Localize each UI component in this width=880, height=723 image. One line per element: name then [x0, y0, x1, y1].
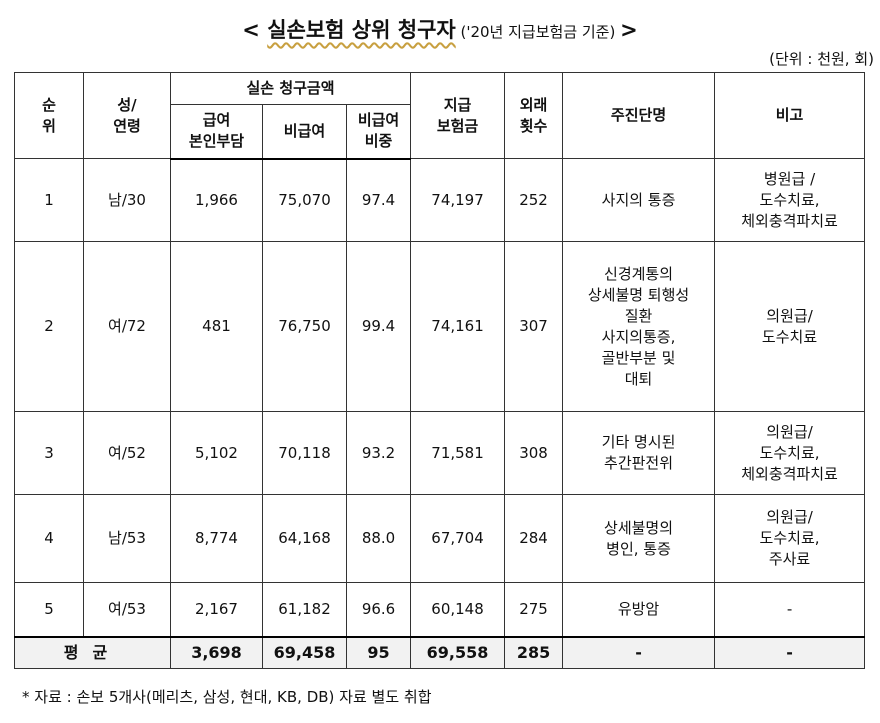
cell-rank: 2 [14, 241, 84, 412]
cell-sex-age: 남/30 [83, 158, 171, 242]
cell-covered-self: 2,167 [170, 582, 263, 638]
avg-noncovered-ratio: 95 [345, 636, 412, 669]
header-paid: 지급 보험금 [410, 72, 506, 159]
cell-remarks: 병원급 / 도수치료, 체외충격파치료 [714, 158, 866, 242]
source-footnote: * 자료 : 손보 5개사(메리츠, 삼성, 현대, KB, DB) 자료 별도… [22, 688, 432, 706]
cell-remarks: 의원급/도수치료 [714, 241, 866, 412]
cell-sex-age: 여/72 [83, 241, 171, 412]
cell-noncovered-ratio: 88.0 [345, 494, 412, 583]
table-row: 1 남/30 1,966 75,070 97.4 74,197 252 사지의 통증 병원급 /… [14, 158, 866, 242]
avg-covered-self: 3,698 [170, 636, 263, 669]
cell-covered-self: 481 [170, 241, 263, 412]
cell-diagnosis: 사지의 통증 [562, 158, 716, 242]
cell-paid: 74,197 [410, 158, 506, 242]
header-noncovered-ratio: 비급여 비중 [345, 104, 412, 160]
cell-visits: 284 [504, 494, 564, 583]
cell-rank: 3 [14, 411, 84, 495]
cell-covered-self: 8,774 [170, 494, 263, 583]
avg-remarks: - [714, 636, 866, 669]
title-main: 실손보험 상위 청구자 [267, 18, 456, 42]
header-covered-self: 급여 본인부담 [170, 104, 263, 160]
header-diagnosis: 주진단명 [562, 72, 716, 159]
table-title: < 실손보험 상위 청구자 ('20년 지급보험금 기준) > [0, 14, 880, 44]
cell-noncovered: 70,118 [262, 411, 347, 495]
cell-diagnosis: 신경계통의 상세불명 퇴행성 질환 사지의통증, 골반부분 및 대퇴 [562, 241, 716, 412]
title-sub: ('20년 지급보험금 기준) [455, 23, 621, 41]
cell-diagnosis: 상세불명의 병인, 통증 [562, 494, 716, 583]
cell-visits: 308 [504, 411, 564, 495]
cell-diagnosis: 유방암 [562, 582, 716, 638]
header-claim-group: 실손 청구금액 [169, 72, 412, 105]
cell-noncovered-ratio: 97.4 [345, 158, 412, 242]
cell-noncovered: 76,750 [262, 241, 347, 412]
table-row: 5 여/53 2,167 61,182 96.6 60,148 275 유방암 - [14, 582, 866, 638]
cell-sex-age: 여/52 [83, 411, 171, 495]
cell-paid: 60,148 [410, 582, 506, 638]
cell-visits: 252 [504, 158, 564, 242]
avg-noncovered: 69,458 [262, 636, 347, 669]
cell-rank: 4 [14, 494, 84, 583]
avg-paid: 69,558 [410, 636, 506, 669]
cell-diagnosis: 기타 명시된 추간판전위 [562, 411, 716, 495]
avg-visits: 285 [504, 636, 564, 669]
cell-covered-self: 5,102 [170, 411, 263, 495]
header-noncovered: 비급여 [262, 104, 347, 160]
table-row: 2 여/72 481 76,750 99.4 74,161 307 신경계통의 상세불명 퇴행성… [14, 241, 866, 412]
cell-covered-self: 1,966 [170, 158, 263, 242]
cell-sex-age: 여/53 [83, 582, 171, 638]
header-sex-age: 성/연령 [83, 72, 171, 159]
header-visits: 외래 횟수 [504, 72, 564, 159]
cell-visits: 307 [504, 241, 564, 412]
cell-remarks: - [714, 582, 866, 638]
header-remarks: 비고 [714, 72, 866, 159]
table-row: 4 남/53 8,774 64,168 88.0 67,704 284 상세불명의 병인, 통증… [14, 494, 866, 583]
cell-noncovered: 61,182 [262, 582, 347, 638]
unit-note: (단위 : 천원, 회) [769, 50, 874, 68]
cell-noncovered: 64,168 [262, 494, 347, 583]
cell-noncovered: 75,070 [262, 158, 347, 242]
cell-noncovered-ratio: 99.4 [345, 241, 412, 412]
cell-rank: 1 [14, 158, 84, 242]
cell-rank: 5 [14, 582, 84, 638]
title-prefix: < [242, 18, 268, 42]
avg-diagnosis: - [562, 636, 716, 669]
cell-paid: 67,704 [410, 494, 506, 583]
cell-remarks: 의원급/도수치료, 주사료 [714, 494, 866, 583]
title-suffix: > [620, 18, 638, 42]
table-row: 3 여/52 5,102 70,118 93.2 71,581 308 기타 명시된 추간판전위… [14, 411, 866, 495]
cell-noncovered-ratio: 93.2 [345, 411, 412, 495]
cell-remarks: 의원급/도수치료, 체외충격파치료 [714, 411, 866, 495]
average-label: 평균 [14, 636, 171, 669]
cell-visits: 275 [504, 582, 564, 638]
cell-paid: 74,161 [410, 241, 506, 412]
cell-noncovered-ratio: 96.6 [345, 582, 412, 638]
average-row: 평균 3,698 69,458 95 69,558 285- - [14, 636, 866, 669]
cell-paid: 71,581 [410, 411, 506, 495]
cell-sex-age: 남/53 [83, 494, 171, 583]
